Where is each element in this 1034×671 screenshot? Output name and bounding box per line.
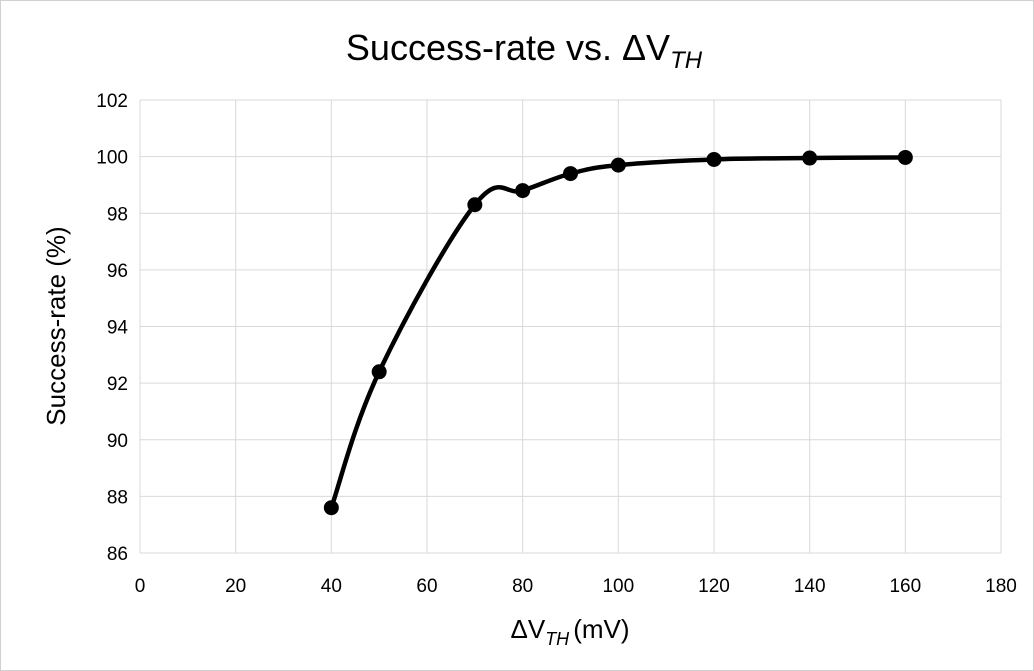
x-tick-label: 120 — [698, 576, 730, 597]
y-tick-label: 98 — [107, 204, 128, 225]
data-point — [323, 500, 339, 516]
y-tick-label: 94 — [107, 318, 129, 339]
y-axis-title: Success-rate (%) — [41, 226, 71, 425]
data-point — [371, 364, 387, 380]
y-tick-label: 102 — [96, 91, 128, 112]
x-tick-label: 140 — [794, 576, 826, 597]
x-tick-label: 100 — [602, 576, 634, 597]
x-tick-label: 40 — [321, 576, 342, 597]
y-tick-label: 86 — [107, 544, 128, 565]
x-tick-label: 0 — [135, 576, 146, 597]
x-axis-title: ΔVTH (mV) — [510, 614, 629, 649]
tick-labels: 86 88 90 92 94 96 98 100 102 0 20 40 60 80 100 120 140 16… — [96, 91, 1017, 597]
y-tick-label: 100 — [96, 148, 128, 169]
grid-lines — [139, 99, 1002, 554]
y-tick-label: 90 — [107, 431, 128, 452]
y-tick-label: 88 — [107, 487, 128, 508]
x-tick-label: 180 — [985, 576, 1017, 597]
x-tick-label: 160 — [889, 576, 921, 597]
y-tick-label: 96 — [107, 261, 128, 282]
y-tick-label: 92 — [107, 374, 128, 395]
data-point — [706, 151, 722, 167]
x-tick-label: 80 — [512, 576, 533, 597]
data-point — [563, 166, 578, 182]
series-layer — [323, 149, 913, 516]
data-point — [467, 197, 483, 213]
x-axis-title-subscript: TH — [545, 629, 570, 649]
data-point — [802, 150, 818, 166]
x-tick-label: 20 — [225, 576, 246, 597]
data-point — [897, 149, 913, 165]
chart-title: Success-rate vs. ΔVTH — [346, 27, 703, 74]
x-tick-label: 60 — [416, 576, 437, 597]
data-point — [610, 157, 626, 173]
data-point — [515, 183, 531, 199]
title-subscript: TH — [670, 47, 703, 74]
